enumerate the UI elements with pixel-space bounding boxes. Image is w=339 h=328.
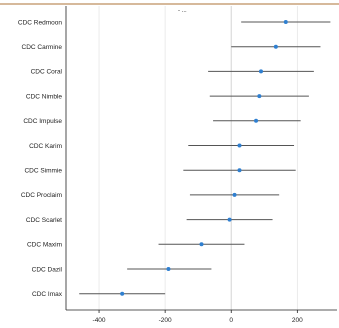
category-label-8: CDC Scarlet xyxy=(26,217,62,224)
category-label-4: CDC Impulse xyxy=(23,118,62,125)
x-axis-ticks: -400 -200 0 200 xyxy=(93,310,303,324)
estimate-point-3 xyxy=(257,94,262,99)
estimate-point-4 xyxy=(254,118,259,123)
estimate-point-11 xyxy=(120,291,125,296)
estimate-point-9 xyxy=(199,242,204,247)
x-tick-label-2: 0 xyxy=(229,317,233,324)
x-tick-label-3: 200 xyxy=(292,317,303,324)
x-tick-label-1: -200 xyxy=(159,317,172,324)
category-label-10: CDC Dazil xyxy=(32,266,63,273)
category-label-5: CDC Karim xyxy=(29,143,62,150)
data-marks xyxy=(79,20,331,296)
category-label-7: CDC Proclaim xyxy=(21,192,62,199)
grid-lines xyxy=(98,6,298,310)
category-label-0: CDC Redmoon xyxy=(18,19,62,26)
category-label-9: CDC Maxim xyxy=(27,242,62,249)
axis-frame xyxy=(65,6,337,311)
x-tick-label-0: -400 xyxy=(93,317,106,324)
category-label-1: CDC Carmine xyxy=(22,44,63,51)
category-label-3: CDC Nimble xyxy=(26,93,63,100)
top-cropped-text: - ... xyxy=(178,8,187,14)
category-label-6: CDC Simmie xyxy=(24,168,62,175)
category-labels: CDC Redmoon CDC Carmine CDC Coral CDC Nimbl… xyxy=(18,19,63,298)
category-label-2: CDC Coral xyxy=(31,69,63,76)
estimate-point-7 xyxy=(232,192,237,197)
estimate-point-2 xyxy=(258,69,263,74)
estimate-point-0 xyxy=(283,20,288,24)
estimate-point-5 xyxy=(237,143,242,148)
estimate-point-8 xyxy=(227,217,232,222)
estimate-point-1 xyxy=(273,44,278,49)
estimate-point-6 xyxy=(237,168,242,173)
estimate-point-10 xyxy=(166,267,171,271)
category-label-11: CDC Imax xyxy=(32,291,63,298)
